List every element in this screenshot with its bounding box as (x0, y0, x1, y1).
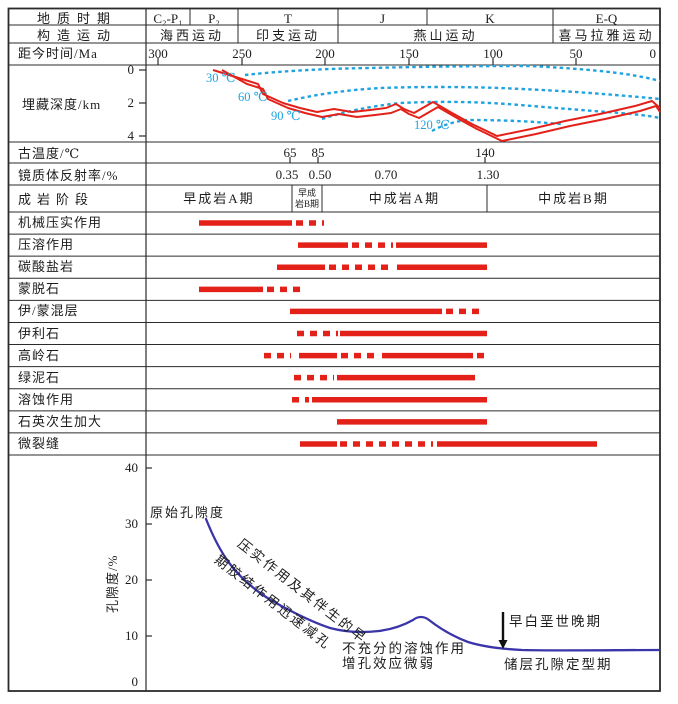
porosity-tick-label: 40 (125, 460, 138, 475)
activity-row-label: 碳酸盐岩 (18, 259, 75, 275)
activity-row-label: 高岭石 (18, 347, 61, 363)
burial-depth-axis-title: 埋藏深度/km (22, 97, 102, 112)
time-tick-label: 0 (649, 46, 657, 61)
geologic-period-cell: P₂ (208, 11, 220, 26)
row-label-tectonic-movement: 构造运动 (36, 28, 117, 43)
time-tick-label: 300 (148, 46, 168, 61)
diagenetic-stage-cell: 中成岩B期 (538, 190, 609, 206)
annotation-dissolution-line1: 不充分的溶蚀作用 (342, 641, 466, 656)
vitrinite-value: 1.30 (476, 167, 500, 182)
isotherm-label: 90 ℃ (271, 109, 301, 123)
activity-row-label: 绿泥石 (18, 369, 61, 385)
geologic-period-cell: K (485, 11, 495, 26)
geologic-period-cell: J (379, 11, 386, 26)
geologic-period-cell: T (284, 11, 292, 26)
tectonic-event-cell: 燕山运动 (413, 28, 478, 43)
row-label-vitrinite-reflectance: 镜质体反射率/% (18, 168, 119, 183)
isotherm-label: 120 ℃ (414, 118, 450, 132)
porosity-tick-label: 10 (125, 628, 138, 643)
vitrinite-value: 0.50 (308, 167, 332, 182)
time-tick-label: 150 (399, 46, 419, 61)
diagenetic-stage-cell: 中成岩A期 (368, 190, 441, 206)
activity-row-label: 伊/蒙混层 (18, 303, 79, 319)
activity-row-label: 压溶作用 (18, 237, 75, 253)
geologic-period-cell: C₂-P₁ (153, 11, 183, 26)
row-label-time-ma: 距今时间/Ma (18, 46, 98, 61)
burial-depth-curve (221, 69, 661, 142)
isotherm-label: 30 ℃ (206, 71, 236, 85)
porosity-axis-title: 孔隙度/% (105, 554, 121, 614)
activity-row-label: 机械压实作用 (18, 215, 103, 231)
porosity-tick-label: 0 (131, 674, 139, 689)
depth-tick-label: 0 (127, 62, 135, 77)
tectonic-event-cell: 印支运动 (255, 28, 320, 43)
annotation-initial-porosity: 原始孔隙度 (150, 505, 226, 520)
annotation-dissolution-line2: 增孔效应微弱 (342, 656, 435, 671)
activity-row-label: 伊利石 (18, 325, 61, 341)
vitrinite-value: 0.70 (374, 167, 398, 182)
activity-row-label: 蒙脱石 (18, 281, 61, 297)
porosity-tick-label: 30 (125, 516, 138, 531)
porosity-tick-label: 20 (125, 572, 138, 587)
isotherm-label: 60 ℃ (238, 90, 268, 104)
porosity-curve (204, 517, 661, 652)
row-label-geologic-period: 地质时期 (36, 11, 117, 26)
time-tick-label: 100 (483, 46, 503, 61)
temperature-value: 140 (475, 145, 495, 160)
time-tick-label: 50 (569, 46, 583, 61)
activity-row-label: 溶蚀作用 (18, 391, 75, 407)
depth-tick-label: 4 (127, 128, 135, 143)
annotation-reservoir-stabilized: 储层孔隙定型期 (504, 657, 613, 672)
activity-row-label: 微裂缝 (18, 435, 61, 451)
diagenetic-stage-cell: 早成岩A期 (183, 190, 255, 206)
burial-depth-curve (212, 69, 661, 137)
row-label-paleotemperature: 古温度/℃ (18, 146, 81, 161)
temperature-value: 85 (311, 145, 325, 160)
time-tick-label: 250 (232, 46, 252, 61)
isotherm-line (244, 64, 661, 83)
geologic-period-cell: E-Q (595, 11, 618, 26)
figure-border (7, 7, 661, 692)
depth-tick-label: 2 (127, 95, 135, 110)
event-arrow-head (498, 640, 508, 649)
tectonic-event-cell: 喜马拉雅运动 (558, 28, 655, 43)
diagenetic-stage-cell: 早成 岩B期 (294, 187, 319, 209)
annotation-early-cretaceous: 早白垩世晚期 (509, 614, 602, 629)
temperature-value: 65 (283, 145, 297, 160)
tectonic-event-cell: 海西运动 (159, 28, 224, 43)
time-tick-label: 200 (315, 46, 335, 61)
row-label-diagenetic-stage: 成岩阶段 (18, 192, 95, 207)
activity-row-label: 石英次生加大 (18, 413, 103, 429)
vitrinite-value: 0.35 (275, 167, 299, 182)
